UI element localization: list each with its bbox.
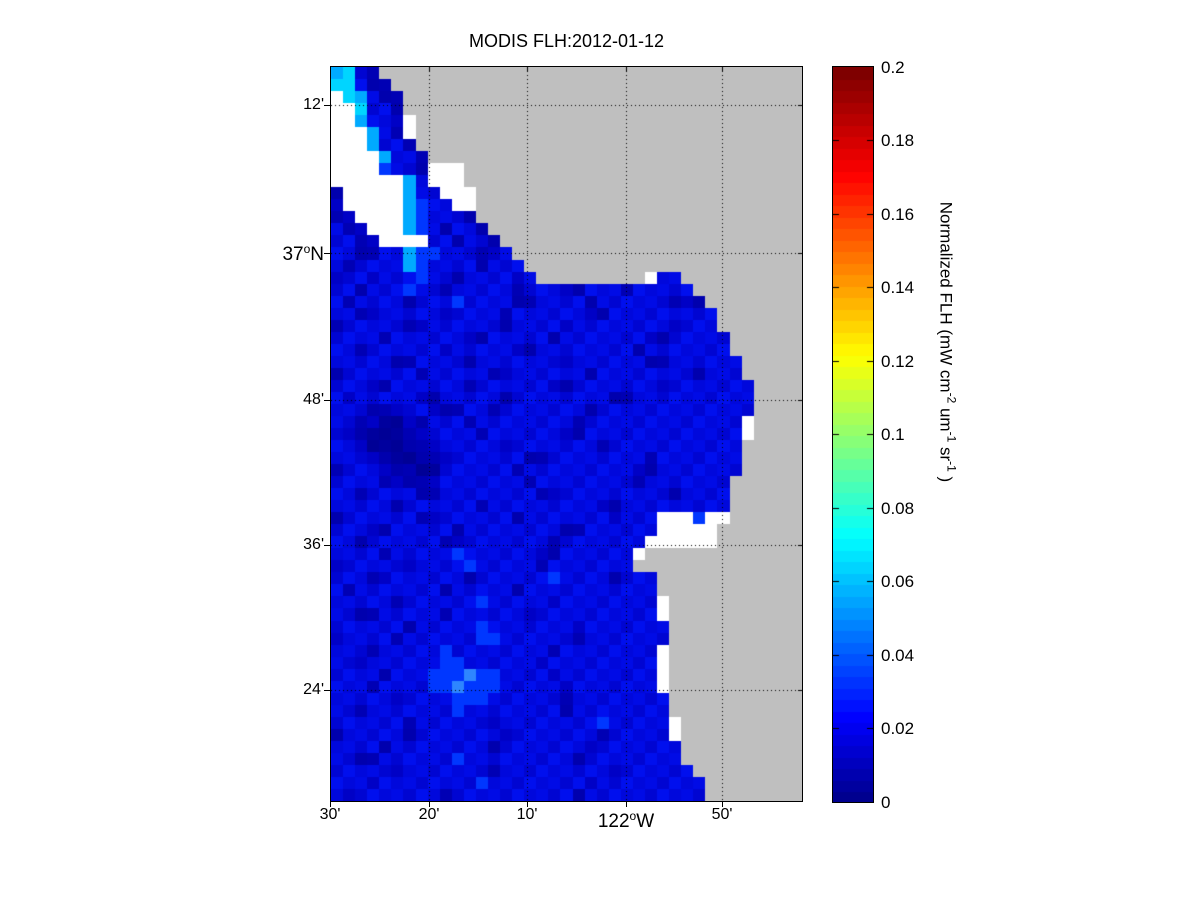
tick-label-part: o: [303, 242, 311, 256]
tick-label-part: o: [629, 809, 637, 823]
colorbar-tick-label: 0.18: [881, 131, 915, 150]
colorbar-tick-label: 0.2: [881, 58, 905, 77]
x-axis-tick: [722, 802, 723, 807]
y-tick-label: 37oN: [160, 242, 324, 266]
x-axis-tick: [330, 802, 331, 807]
colorbar-tick-label: 0.16: [881, 205, 915, 224]
colorbar-tick-label: 0: [881, 793, 891, 812]
colorbar-tick-label: 0.04: [881, 646, 915, 665]
y-tick-label: 36': [303, 536, 324, 553]
y-tick-label: 12': [303, 96, 324, 113]
x-axis-tick: [626, 802, 627, 807]
map-plot: [330, 66, 803, 802]
y-tick-label: 24': [303, 681, 324, 698]
x-tick-label: 50': [711, 806, 733, 823]
plot-title: MODIS FLH:2012-01-12: [468, 31, 665, 51]
tick-label-part: W: [636, 811, 655, 832]
colorbar-axis-label-part: -1: [944, 431, 959, 443]
x-tick-label: 10': [516, 806, 538, 823]
colorbar-axis-label-part: um: [936, 403, 956, 432]
colorbar-tick-label: 0.12: [881, 352, 915, 371]
colorbar-axis-label: Normalized FLH (mW cm-2 um-1 sr-1 ): [936, 202, 959, 482]
colorbar-axis-label-part: -1: [944, 461, 959, 472]
tick-label-part: N: [310, 244, 324, 265]
y-tick-label: 48': [303, 391, 324, 408]
x-tick-label: 122oW: [586, 809, 666, 833]
tick-label-part: 122: [597, 811, 630, 832]
colorbar-tick-label: 0.06: [881, 572, 915, 591]
x-axis-tick: [429, 802, 430, 807]
x-tick-label: 20': [418, 806, 440, 823]
tick-label-part: 37: [282, 244, 304, 265]
colorbar-tick-label: 0.08: [881, 499, 915, 518]
y-axis-tick: [324, 545, 330, 546]
y-axis-tick: [324, 690, 330, 691]
colorbar-tick-label: 0.02: [881, 719, 915, 738]
map-canvas: [331, 67, 802, 801]
colorbar-canvas: [833, 67, 873, 802]
colorbar-tick-label: 0.1: [881, 425, 905, 444]
colorbar-axis-label-part: sr: [936, 442, 956, 462]
y-axis-tick: [324, 253, 330, 254]
y-axis-tick: [324, 105, 330, 106]
x-tick-label: 30': [319, 806, 341, 823]
colorbar: [832, 66, 874, 803]
colorbar-tick-label: 0.14: [881, 278, 915, 297]
x-axis-tick: [527, 802, 528, 807]
colorbar-axis-label-part: Normalized FLH (mW cm: [936, 201, 956, 393]
colorbar-axis-label-part: -2: [944, 392, 959, 404]
colorbar-axis-label-part: ): [936, 471, 956, 483]
y-axis-tick: [324, 400, 330, 401]
